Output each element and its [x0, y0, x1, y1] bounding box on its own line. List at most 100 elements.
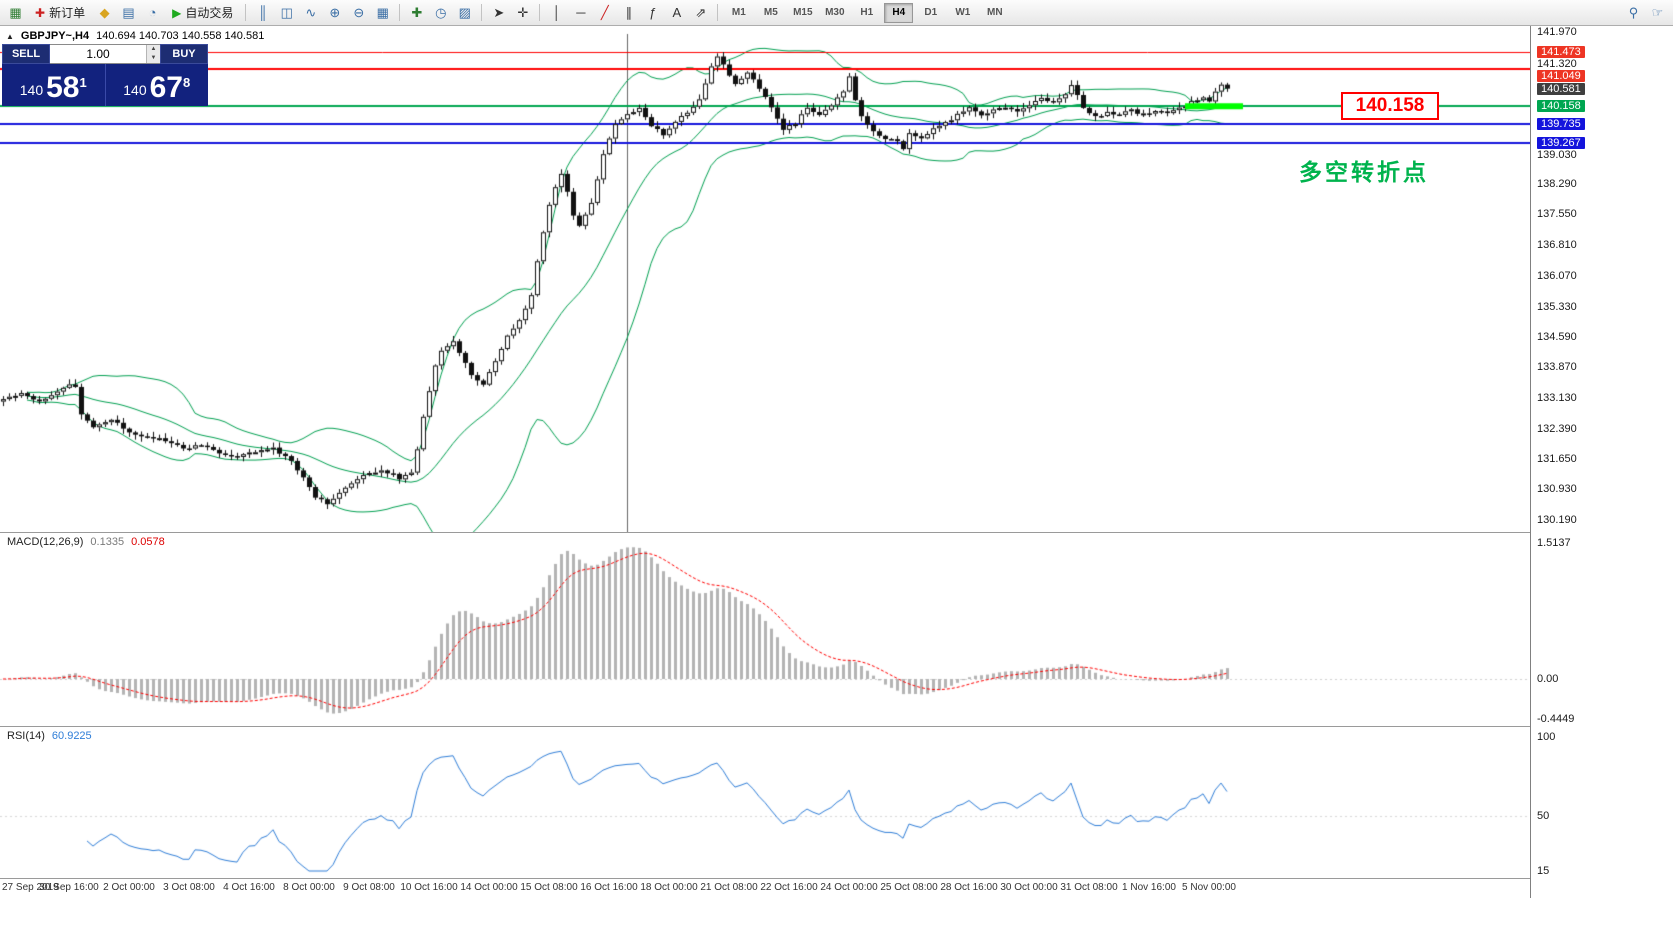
time-axis-label: 10 Oct 16:00 — [400, 882, 458, 893]
timeframe-button-m15[interactable]: M15 — [793, 7, 813, 18]
support-price-label: 139.735 — [1537, 117, 1585, 130]
text-tool-icon[interactable]: A — [672, 5, 682, 20]
macd-axis-label: -0.4449 — [1537, 713, 1575, 725]
volume-decrease-button[interactable]: ▼ — [146, 54, 160, 63]
vertical-line-tool-icon[interactable]: │ — [552, 5, 561, 20]
buy-price-display[interactable]: 140 67 8 — [106, 64, 209, 106]
cursor-icon[interactable]: ➤ — [493, 4, 505, 20]
data-window-icon[interactable]: ▤ — [122, 4, 135, 20]
time-axis[interactable]: 27 Sep 2019 30 Sep 16:00 2 Oct 00:00 3 Oct … — [0, 879, 1530, 897]
resistance-price-label: 141.473 — [1537, 45, 1585, 58]
price-axis-tick: 130.930 — [1537, 483, 1577, 496]
price-axis-tick: 131.650 — [1537, 453, 1577, 466]
chart-grid-icon[interactable]: ▦ — [376, 4, 389, 20]
price-axis-tick: 138.290 — [1537, 177, 1577, 190]
time-axis-label: 4 Oct 16:00 — [223, 882, 275, 893]
timeframe-button-mn[interactable]: MN — [987, 7, 1003, 18]
trendline-tool-icon[interactable]: ╱ — [600, 4, 609, 20]
macd-signal-value: 0.0578 — [131, 536, 165, 548]
price-axis[interactable]: 141.970 141.473 141.320 141.049 140.581 140.1… — [1530, 26, 1673, 898]
indicators-icon[interactable]: ✚ — [411, 4, 423, 20]
time-axis-label: 22 Oct 16:00 — [760, 882, 818, 893]
new-order-button[interactable]: ✚ 新订单 — [28, 2, 92, 24]
price-axis-tick: 130.190 — [1537, 513, 1577, 526]
timeframe-button-h4[interactable]: H4 — [884, 2, 914, 23]
autotrading-button[interactable]: ▶ 自动交易 — [165, 2, 240, 24]
price-annotation-box: 140.158 — [1341, 92, 1439, 120]
panel-separator[interactable] — [0, 878, 1673, 879]
timeframe-button-w1[interactable]: W1 — [955, 7, 971, 18]
buy-button[interactable]: BUY — [160, 44, 208, 64]
volume-input[interactable] — [50, 45, 146, 63]
rsi-panel-canvas[interactable] — [0, 727, 1530, 877]
volume-increase-button[interactable]: ▲ — [146, 45, 160, 54]
arrows-tool-icon[interactable]: ⇗ — [695, 4, 707, 20]
chart-scroll-icon[interactable]: ☞ — [1651, 4, 1664, 20]
rsi-label: RSI(14) — [7, 730, 45, 742]
price-axis-tick: 134.590 — [1537, 331, 1577, 344]
timeframe-button-m1[interactable]: M1 — [731, 7, 746, 18]
zoom-in-icon[interactable]: ⊕ — [329, 4, 341, 20]
bid-price-label: 140.581 — [1537, 82, 1585, 95]
price-axis-tick: 137.550 — [1537, 208, 1577, 221]
timeframe-button-m30[interactable]: M30 — [825, 7, 845, 18]
search-icon[interactable]: ⚲ — [1628, 4, 1639, 20]
price-axis-tick: 141.320 — [1537, 57, 1577, 70]
chart-collapse-icon[interactable]: ▲ — [6, 31, 14, 41]
timeframe-button-h1[interactable]: H1 — [860, 7, 874, 18]
chart-symbol-period: GBPJPY~,H4 — [20, 30, 90, 42]
price-axis-tick: 135.330 — [1537, 300, 1577, 313]
time-axis-label: 2 Oct 00:00 — [103, 882, 155, 893]
new-order-button-icon: ✚ — [35, 5, 46, 20]
time-axis-label: 24 Oct 00:00 — [820, 882, 878, 893]
rsi-axis-label: 50 — [1537, 809, 1550, 822]
price-axis-tick: 133.130 — [1537, 391, 1577, 404]
toolbar-separator — [481, 4, 483, 21]
buy-price-main: 140 — [123, 82, 147, 98]
line-chart-icon[interactable]: ∿ — [305, 4, 317, 20]
rsi-axis-label: 15 — [1537, 865, 1550, 877]
toolbar-separator — [399, 4, 401, 21]
zoom-out-icon[interactable]: ⊖ — [353, 4, 365, 20]
chart-window: ▲ GBPJPY~,H4 140.694 140.703 140.558 140… — [0, 26, 1673, 948]
macd-panel-canvas[interactable] — [0, 533, 1530, 725]
one-click-trading-panel: SELL ▲ ▼ BUY 140 58 1 140 — [2, 44, 208, 106]
time-axis-label: 15 Oct 08:00 — [520, 882, 578, 893]
price-axis-tick: 132.390 — [1537, 422, 1577, 435]
channel-tool-icon[interactable]: ∥ — [625, 4, 633, 20]
bar-chart-icon[interactable]: ║ — [258, 5, 268, 20]
panel-separator[interactable] — [0, 532, 1673, 533]
rsi-axis-label: 100 — [1537, 731, 1556, 743]
candlestick-chart-icon[interactable]: ◫ — [280, 4, 293, 20]
periods-icon[interactable]: ◷ — [435, 4, 447, 20]
autotrading-button-label: 自动交易 — [185, 6, 234, 20]
price-chart-canvas[interactable] — [0, 26, 1530, 532]
sell-button[interactable]: SELL — [2, 44, 50, 64]
price-divider — [104, 64, 106, 106]
market-watch-icon[interactable]: ◆ — [99, 4, 110, 20]
pivot-price-label: 140.158 — [1537, 100, 1585, 113]
fibonacci-tool-icon[interactable]: ƒ — [649, 5, 657, 20]
chart-ohlc-values: 140.694 140.703 140.558 140.581 — [96, 30, 265, 42]
time-axis-label: 30 Oct 00:00 — [1000, 882, 1058, 893]
macd-axis-label: 0.00 — [1537, 673, 1559, 686]
templates-icon[interactable]: ▨ — [458, 4, 471, 20]
timeframe-button-m5[interactable]: M5 — [763, 7, 778, 18]
strategy-tester-icon[interactable]: ◔ — [148, 5, 157, 20]
turning-point-label: 多空转折点 — [1299, 159, 1429, 185]
time-axis-label: 9 Oct 08:00 — [343, 882, 395, 893]
support-price-label: 139.267 — [1537, 137, 1585, 150]
macd-main-value: 0.1335 — [90, 536, 125, 548]
new-chart-icon[interactable]: ▦ — [9, 4, 22, 20]
timeframe-button-d1[interactable]: D1 — [924, 7, 938, 18]
price-axis-tick: 136.070 — [1537, 269, 1577, 282]
autotrading-button-icon: ▶ — [172, 5, 182, 20]
price-axis-tick: 136.810 — [1537, 239, 1577, 252]
time-axis-label: 14 Oct 00:00 — [460, 882, 518, 893]
crosshair-icon[interactable]: ✛ — [517, 4, 529, 20]
time-axis-label: 31 Oct 08:00 — [1060, 882, 1118, 893]
rsi-value: 60.9225 — [51, 730, 92, 742]
horizontal-line-tool-icon[interactable]: ─ — [576, 5, 586, 20]
sell-price-display[interactable]: 140 58 1 — [2, 64, 105, 106]
panel-separator[interactable] — [0, 726, 1673, 727]
